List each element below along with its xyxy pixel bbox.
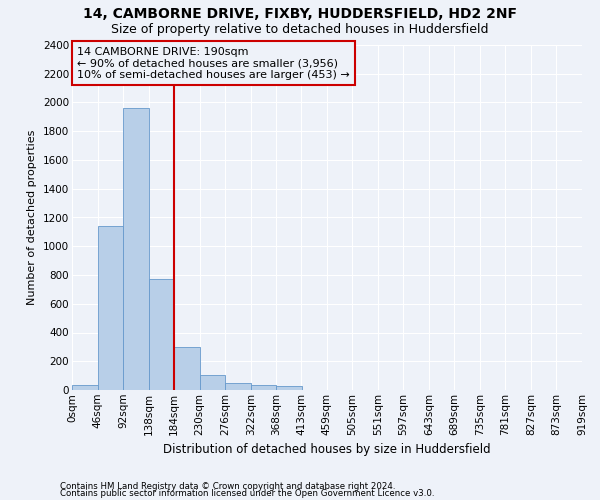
Bar bbox=[174, 347, 200, 390]
Text: 14 CAMBORNE DRIVE: 190sqm
← 90% of detached houses are smaller (3,956)
10% of se: 14 CAMBORNE DRIVE: 190sqm ← 90% of detac… bbox=[77, 46, 350, 80]
Text: 14, CAMBORNE DRIVE, FIXBY, HUDDERSFIELD, HD2 2NF: 14, CAMBORNE DRIVE, FIXBY, HUDDERSFIELD,… bbox=[83, 8, 517, 22]
Text: Contains public sector information licensed under the Open Government Licence v3: Contains public sector information licen… bbox=[60, 490, 434, 498]
Bar bbox=[72, 385, 98, 390]
Bar bbox=[200, 375, 225, 390]
Bar bbox=[276, 386, 302, 390]
Bar bbox=[251, 384, 276, 390]
Bar bbox=[149, 278, 174, 390]
Y-axis label: Number of detached properties: Number of detached properties bbox=[28, 130, 37, 305]
Text: Contains HM Land Registry data © Crown copyright and database right 2024.: Contains HM Land Registry data © Crown c… bbox=[60, 482, 395, 491]
Bar bbox=[98, 226, 123, 390]
Bar bbox=[225, 383, 251, 390]
Bar bbox=[123, 108, 149, 390]
Text: Size of property relative to detached houses in Huddersfield: Size of property relative to detached ho… bbox=[111, 22, 489, 36]
X-axis label: Distribution of detached houses by size in Huddersfield: Distribution of detached houses by size … bbox=[163, 443, 491, 456]
